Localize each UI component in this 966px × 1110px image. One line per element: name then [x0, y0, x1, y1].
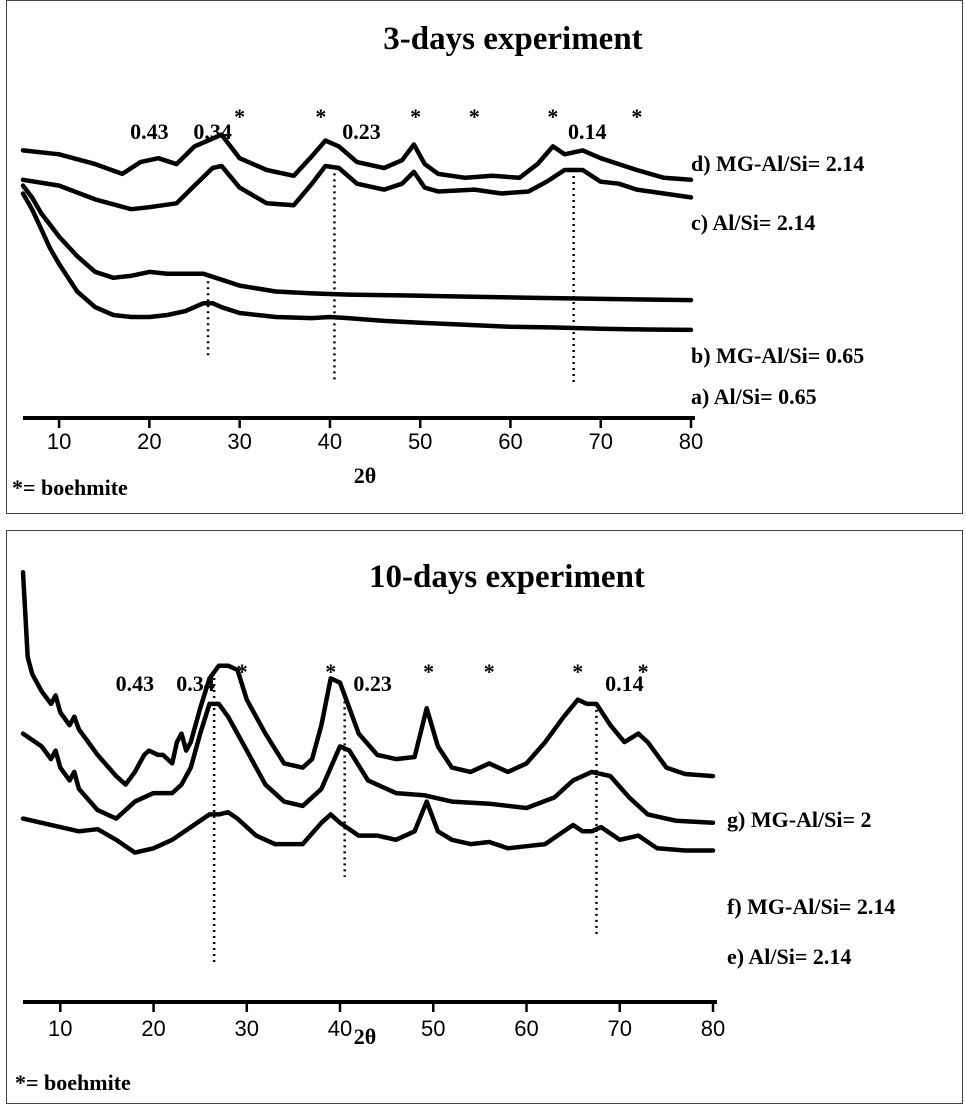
x-tick-label: 60	[514, 1016, 538, 1041]
d-spacing-label: 0.14	[605, 671, 644, 696]
series-line	[20, 191, 694, 333]
boehmite-marker: *	[469, 104, 480, 129]
boehmite-marker: *	[423, 659, 434, 684]
x-tick-label: 20	[141, 1016, 165, 1041]
x-tick-label: 20	[137, 429, 161, 454]
d-spacing-label: 0.14	[568, 119, 607, 144]
boehmite-marker: *	[410, 104, 421, 129]
boehmite-marker: *	[484, 659, 495, 684]
series-label-f: f) MG-Al/Si= 2.14	[727, 894, 895, 919]
series-label-e: e) Al/Si= 2.14	[727, 944, 851, 969]
bottom-chart-svg: 10-days experiment 10 20 30 40 50 60 70 80 0.43 0…	[15, 559, 895, 1095]
d-spacing-label: 0.34	[176, 671, 215, 696]
series-label-c: c) Al/Si= 2.14	[691, 210, 815, 235]
d-spacing-label: 0.43	[130, 119, 169, 144]
boehmite-marker: *	[631, 104, 642, 129]
d-spacing-label: 0.23	[353, 671, 392, 696]
x-tick-label: 30	[235, 1016, 259, 1041]
boehmite-marker: *	[234, 104, 245, 129]
x-axis-label: 2θ	[354, 1024, 376, 1049]
footnote-boehmite: *= boehmite	[12, 475, 128, 500]
boehmite-marker: *	[315, 104, 326, 129]
series-label-d: d) MG-Al/Si= 2.14	[691, 151, 864, 176]
x-tick-label: 70	[588, 429, 612, 454]
x-tick-label: 10	[47, 429, 71, 454]
x-tick-label: 50	[421, 1016, 445, 1041]
boehmite-marker: *	[547, 104, 558, 129]
d-spacing-label: 0.23	[342, 119, 381, 144]
footnote-boehmite: *= boehmite	[15, 1070, 131, 1095]
series-line	[20, 701, 716, 826]
boehmite-marker: *	[572, 659, 583, 684]
series-line	[20, 569, 716, 787]
x-tick-label: 70	[608, 1016, 632, 1041]
x-tick-label: 60	[498, 429, 522, 454]
x-tick-label: 40	[328, 1016, 352, 1041]
x-tick-label: 80	[701, 1016, 725, 1041]
series-label-b: b) MG-Al/Si= 0.65	[691, 343, 864, 368]
x-tick-label: 80	[679, 429, 703, 454]
top-chart-panel: 3-days experiment 10 20 30 40 50 60 70 80 0.43 0.…	[6, 0, 963, 514]
series-label-g: g) MG-Al/Si= 2	[727, 807, 872, 832]
d-spacing-label: 0.34	[193, 119, 232, 144]
boehmite-marker: *	[237, 659, 248, 684]
chart-title: 3-days experiment	[383, 21, 642, 57]
top-chart-svg: 3-days experiment 10 20 30 40 50 60 70 80 0.43 0.…	[12, 21, 864, 500]
series-label-a: a) Al/Si= 0.65	[691, 384, 817, 409]
series-line	[20, 799, 716, 855]
d-spacing-label: 0.43	[116, 671, 155, 696]
chart-title: 10-days experiment	[369, 559, 645, 595]
bottom-chart-panel: 10-days experiment 10 20 30 40 50 60 70 80 0.43 0…	[6, 530, 963, 1104]
x-tick-label: 10	[48, 1016, 72, 1041]
boehmite-marker: *	[638, 659, 649, 684]
series-line	[20, 132, 694, 183]
series-line	[20, 183, 694, 303]
x-axis-label: 2θ	[354, 463, 376, 488]
boehmite-marker: *	[325, 659, 336, 684]
x-tick-label: 40	[318, 429, 342, 454]
x-tick-label: 30	[227, 429, 251, 454]
x-tick-label: 50	[408, 429, 432, 454]
series-line	[20, 163, 694, 212]
